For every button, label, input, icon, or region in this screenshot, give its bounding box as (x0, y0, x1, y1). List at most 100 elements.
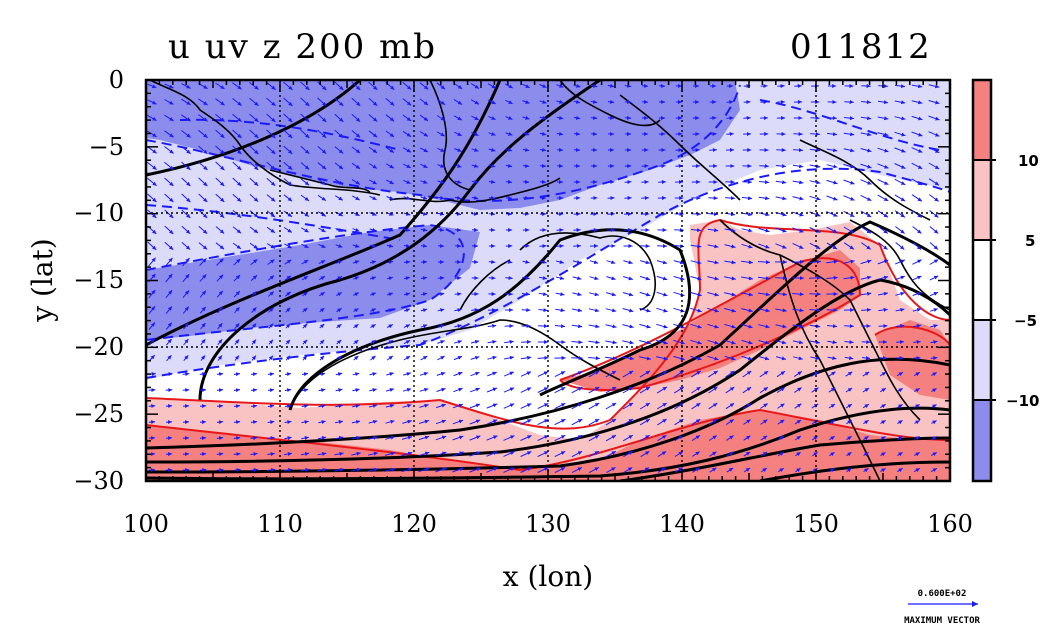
wind-vector (182, 468, 190, 473)
wind-vector (436, 131, 446, 137)
wind-vector (724, 260, 736, 265)
wind-vector (775, 227, 787, 233)
wind-vector (503, 403, 515, 409)
wind-vector (522, 83, 530, 89)
wind-vector (826, 195, 838, 201)
wind-vector (931, 388, 937, 393)
wind-vector (930, 451, 938, 457)
wind-vector (336, 339, 342, 345)
wind-vector (232, 193, 242, 203)
wind-vector (234, 355, 240, 361)
wind-vector (317, 211, 327, 217)
wind-vector (386, 227, 394, 232)
x-tick-label: 100 (123, 510, 169, 538)
wind-vector (775, 324, 787, 329)
wind-vector (183, 322, 189, 330)
wind-vector (198, 114, 208, 122)
wind-vector (843, 148, 855, 153)
wind-vector (758, 356, 770, 361)
wind-vector (607, 83, 615, 88)
wind-vector (911, 147, 923, 153)
wind-vector (164, 225, 174, 235)
wind-vector (334, 81, 344, 91)
wind-vector (385, 435, 395, 440)
wind-vector (826, 259, 838, 264)
wind-vector (657, 244, 667, 249)
wind-vector (420, 227, 428, 232)
wind-vector (352, 372, 360, 377)
wind-vector (656, 339, 668, 345)
wind-vector (266, 81, 276, 91)
wind-vector (215, 209, 225, 219)
wind-vector (148, 404, 156, 409)
wind-vector (419, 98, 429, 106)
wind-vector (402, 114, 412, 122)
wind-vector (709, 451, 717, 457)
wind-vector (302, 339, 308, 345)
wind-vector (914, 451, 920, 457)
wind-vector (760, 419, 768, 425)
wind-vector (794, 387, 802, 393)
wind-vector (673, 276, 685, 281)
wind-vector (622, 370, 634, 378)
wind-vector (590, 83, 598, 88)
wind-vector (453, 82, 463, 90)
wind-vector (758, 292, 770, 297)
wind-vector (488, 115, 496, 121)
wind-vector (861, 100, 871, 105)
wind-vector (880, 403, 886, 409)
wind-vector (385, 403, 395, 408)
wind-vector (215, 177, 225, 187)
wind-vector (520, 403, 532, 409)
wind-vector (215, 98, 225, 106)
wind-vector (928, 146, 940, 154)
wind-vector (895, 242, 905, 250)
wind-vector (350, 467, 362, 472)
wind-vector (368, 81, 378, 91)
wind-vector (471, 163, 479, 168)
wind-vector (776, 164, 786, 169)
wind-vector (148, 289, 156, 299)
wind-vector (931, 371, 937, 377)
wind-vector (673, 386, 685, 394)
wind-vector (777, 451, 785, 457)
wind-vector (809, 180, 821, 185)
wind-vector (420, 308, 428, 313)
wind-vector (403, 196, 411, 200)
wind-vector (487, 323, 497, 328)
wind-vector (741, 260, 753, 265)
wind-vector (505, 116, 513, 120)
wind-vector (470, 355, 480, 360)
wind-vector (707, 244, 719, 249)
wind-vector (829, 467, 835, 473)
wind-vector (724, 228, 736, 233)
wind-vector (182, 404, 190, 409)
wind-vector (370, 292, 376, 297)
wind-vector (537, 450, 549, 458)
wind-vector (879, 387, 887, 393)
wind-vector (402, 130, 412, 138)
wind-vector (894, 131, 906, 137)
wind-vector (690, 355, 702, 361)
wind-vector (469, 467, 481, 473)
wind-vector (486, 451, 498, 457)
y-tick-label: −20 (73, 333, 124, 361)
wind-vector (386, 372, 394, 376)
wind-vector (639, 370, 651, 378)
wind-vector (368, 163, 378, 169)
wind-vector (777, 403, 785, 409)
wind-vector (487, 83, 497, 89)
wind-vector (538, 308, 548, 313)
wind-vector (708, 418, 718, 426)
wind-vector (639, 386, 651, 394)
wind-vector (334, 467, 344, 472)
wind-vector (522, 115, 530, 120)
wind-vector (165, 322, 173, 330)
wind-vector (708, 435, 718, 441)
wind-vector (777, 435, 785, 441)
wind-vector (453, 355, 463, 361)
wind-vector (369, 212, 377, 216)
wind-vector (556, 99, 564, 104)
wind-vector (741, 243, 753, 249)
wind-vector (335, 372, 343, 377)
